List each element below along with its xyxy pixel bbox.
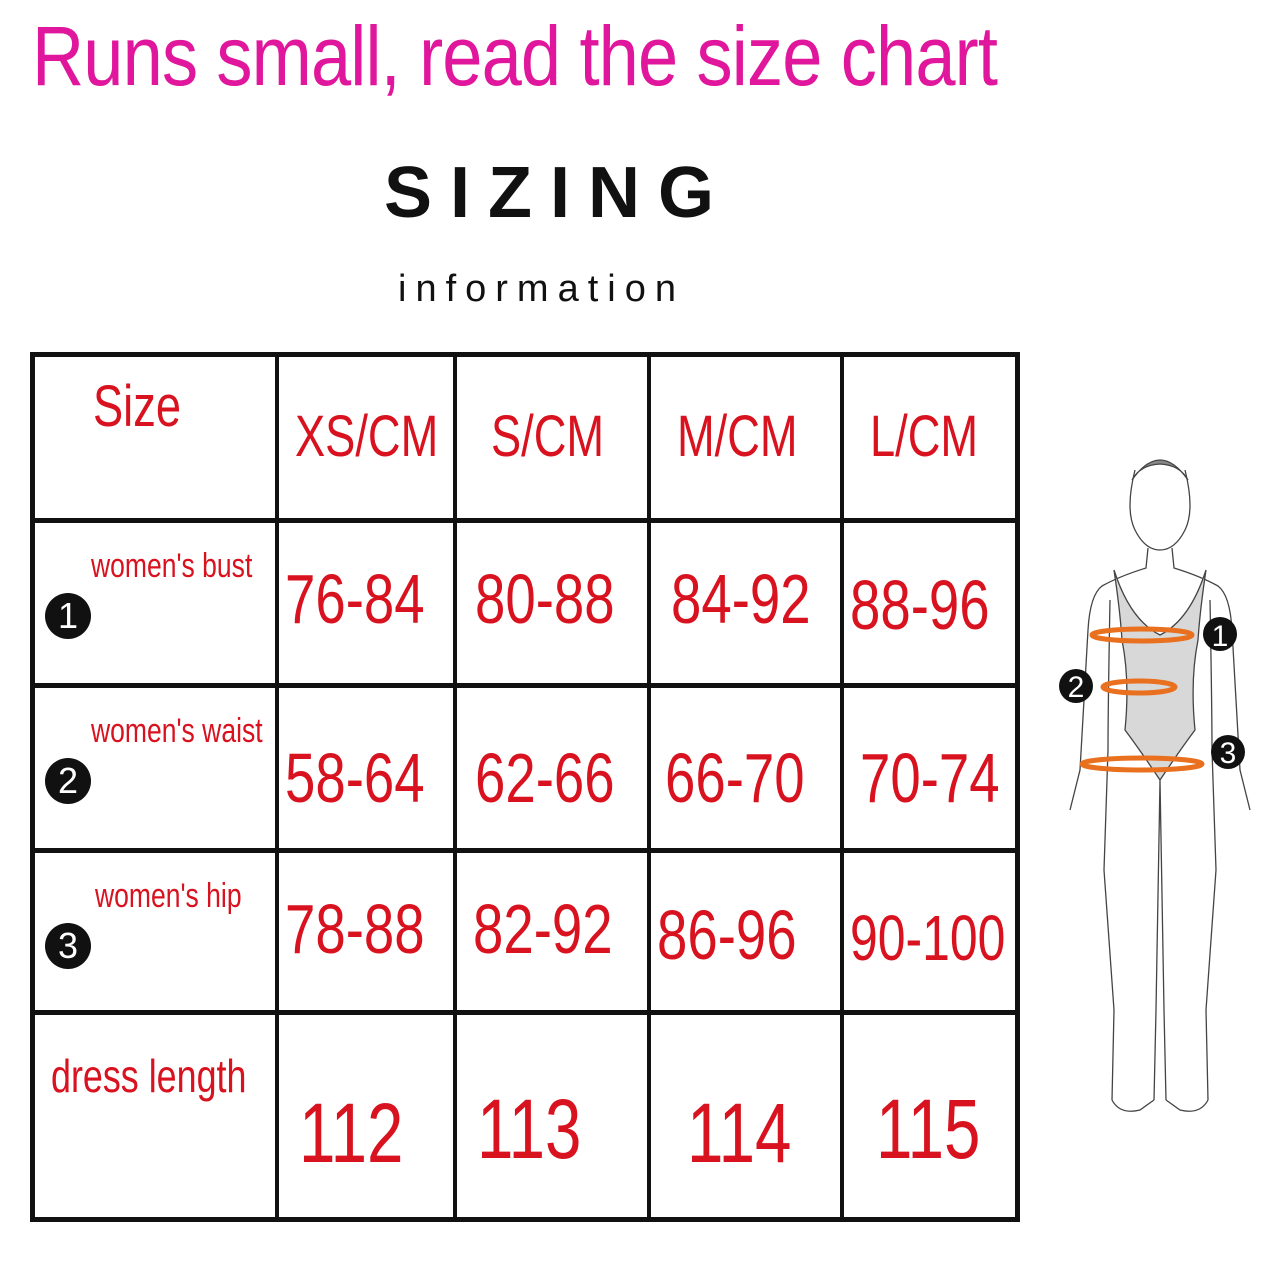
figure-markers: 1 2 3 — [1059, 617, 1245, 770]
subtitle: information — [398, 268, 685, 310]
table-cell: 82-92 — [457, 853, 651, 1015]
cell-value: 70-74 — [860, 739, 1000, 817]
size-table: Size XS/CM S/CM M/CM L/CM 1 women's bust… — [30, 352, 1020, 1222]
marker-2-icon: 2 — [1068, 671, 1085, 704]
marker-3-icon: 3 — [1220, 737, 1237, 770]
row-label-hip: 3 women's hip — [35, 853, 279, 1015]
marker-1-icon: 1 — [1212, 620, 1229, 653]
table-cell: 58-64 — [279, 688, 457, 853]
cell-value: 86-96 — [657, 896, 797, 974]
row-label: dress length — [51, 1050, 247, 1102]
column-header: M/CM — [651, 357, 844, 523]
cell-value: 76-84 — [285, 560, 425, 638]
table-cell: 78-88 — [279, 853, 457, 1015]
marker-2-icon: 2 — [45, 758, 91, 804]
table-cell: 70-74 — [844, 688, 1020, 853]
table-cell: 80-88 — [457, 523, 651, 688]
table-cell: 66-70 — [651, 688, 844, 853]
table-cell: 114 — [651, 1015, 844, 1222]
table-cell: 112 — [279, 1015, 457, 1222]
headline: Runs small, read the size chart — [32, 9, 998, 103]
cell-value: 66-70 — [665, 739, 805, 817]
table-cell: 62-66 — [457, 688, 651, 853]
cell-value: 88-96 — [850, 566, 990, 644]
table-cell: 115 — [844, 1015, 1020, 1222]
cell-value: 112 — [299, 1086, 404, 1180]
column-header: XS/CM — [279, 357, 457, 523]
cell-value: 78-88 — [285, 890, 425, 968]
table-cell: 76-84 — [279, 523, 457, 688]
marker-1-icon: 1 — [45, 593, 91, 639]
cell-value: 113 — [477, 1082, 582, 1176]
cell-value: 82-92 — [473, 890, 613, 968]
hip-ring — [1079, 755, 1205, 773]
row-label-bust: 1 women's bust — [35, 523, 279, 688]
row-label-waist: 2 women's waist — [35, 688, 279, 853]
cell-value: 80-88 — [475, 560, 615, 638]
row-label: women's hip — [95, 877, 242, 915]
column-header: S/CM — [457, 357, 651, 523]
bust-ring — [1089, 626, 1195, 644]
waist-ring — [1100, 678, 1178, 696]
cell-value: 58-64 — [285, 739, 425, 817]
table-cell: 113 — [457, 1015, 651, 1222]
table-cell: 90-100 — [844, 853, 1020, 1015]
row-label-dress-length: dress length — [35, 1015, 279, 1222]
cell-value: 84-92 — [671, 560, 811, 638]
table-cell: 88-96 — [844, 523, 1020, 688]
body-measurement-figure: 1 2 3 — [1059, 459, 1251, 1112]
table-cell: 84-92 — [651, 523, 844, 688]
bodysuit — [1113, 569, 1207, 782]
row-label: women's bust — [91, 547, 253, 585]
corner-cell: Size — [35, 357, 279, 523]
marker-3-icon: 3 — [45, 923, 91, 969]
column-header-label: M/CM — [677, 404, 798, 469]
cell-value: 114 — [687, 1086, 792, 1180]
column-header-label: XS/CM — [295, 404, 439, 469]
title: SIZING — [384, 153, 733, 233]
cell-value: 115 — [876, 1082, 981, 1176]
corner-label: Size — [93, 374, 182, 439]
cell-value: 90-100 — [850, 902, 1006, 974]
cell-value: 62-66 — [475, 739, 615, 817]
column-header-label: L/CM — [870, 404, 979, 469]
table-cell: 86-96 — [651, 853, 844, 1015]
column-header: L/CM — [844, 357, 1020, 523]
column-header-label: S/CM — [491, 404, 605, 469]
row-label: women's waist — [91, 712, 263, 750]
